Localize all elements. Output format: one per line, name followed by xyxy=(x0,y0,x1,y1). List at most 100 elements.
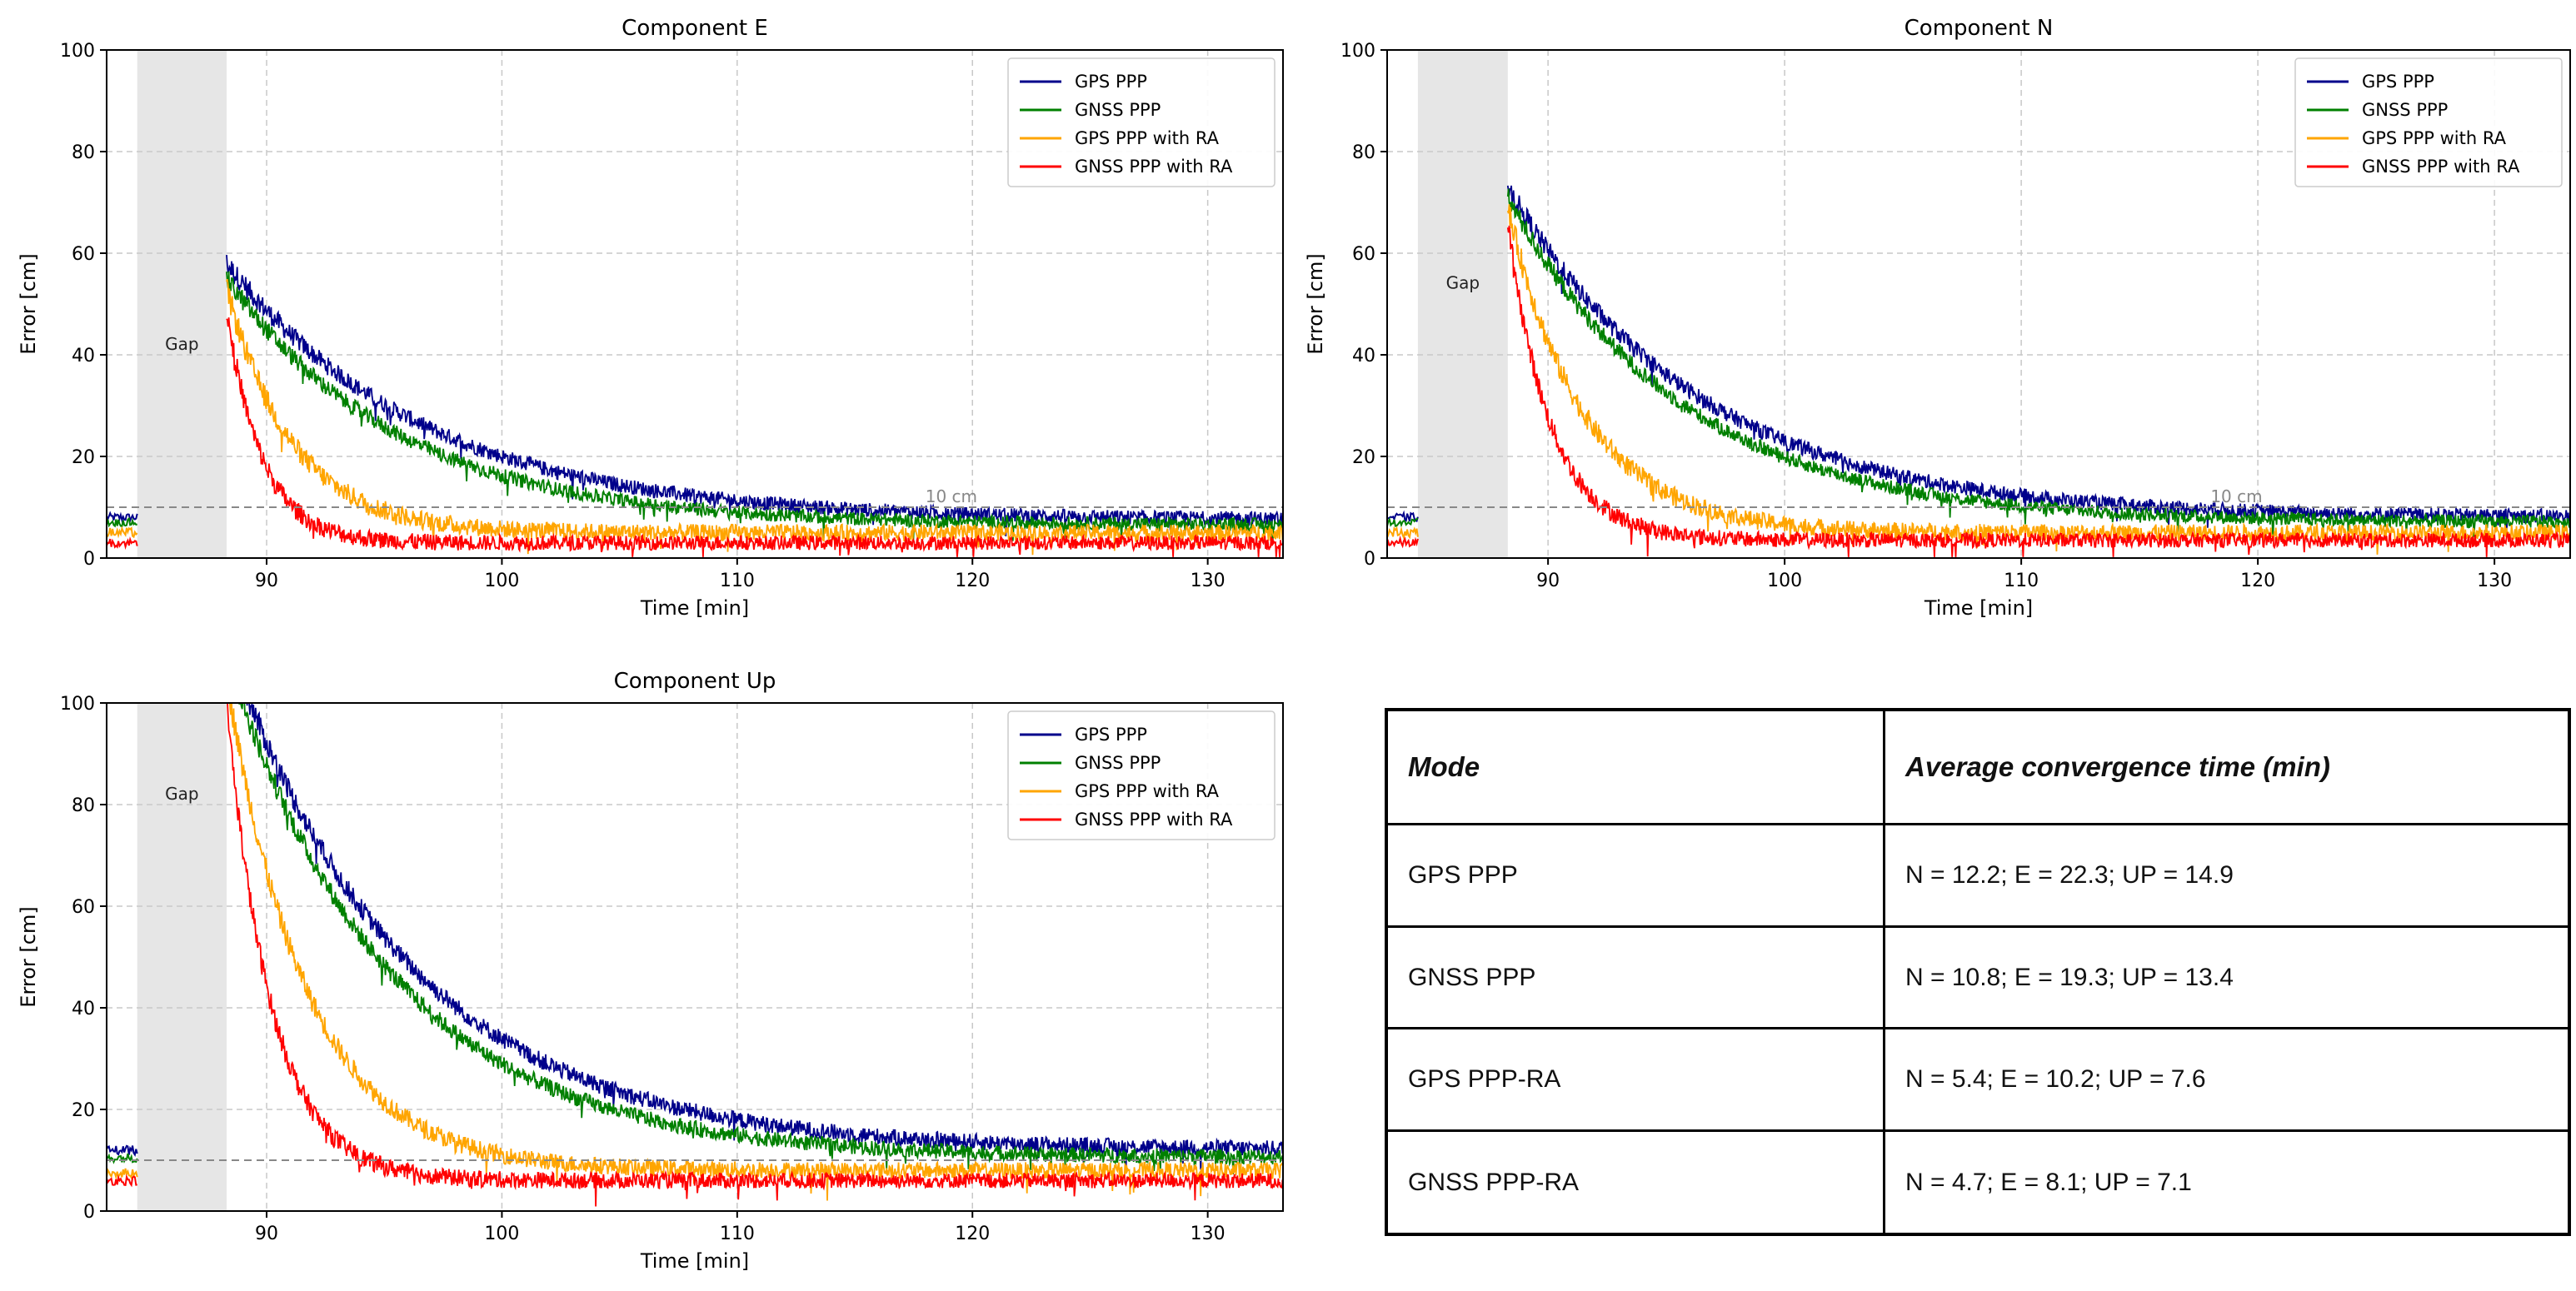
y-tick-label: 20 xyxy=(72,1100,95,1121)
legend-entry: GPS PPP xyxy=(2362,72,2434,92)
legend-box xyxy=(1007,57,1276,187)
x-tick-label: 100 xyxy=(1767,571,1802,591)
convergence-table: Mode Average convergence time (min) GPS … xyxy=(1385,708,2571,1236)
series-group xyxy=(1387,185,2570,557)
series-line-1 xyxy=(1506,188,2570,538)
x-axis-label: Time [min] xyxy=(640,1249,749,1273)
series-group xyxy=(107,703,1283,1207)
series-pre-gap-line xyxy=(1387,526,1419,541)
series-line-3 xyxy=(227,703,1283,1207)
component-up-chart: Gap 90 100 110 120 130 0 20 40 60 80 100 Component U… xyxy=(0,651,1287,1288)
series-pre-gap-line xyxy=(107,1167,138,1181)
chart-svg: 10 cm Gap 90 100 110 120 130 0 20 40 60 80 100 Compon… xyxy=(1304,16,2571,620)
x-tick-label: 130 xyxy=(1191,571,1226,591)
y-tick-label: 60 xyxy=(72,244,95,265)
x-axis-label: Time [min] xyxy=(640,596,749,620)
series-pre-gap-line xyxy=(1387,510,1419,522)
axes-frame xyxy=(106,702,1284,1212)
y-tick-label: 100 xyxy=(1340,41,1375,62)
legend-entry: GPS PPP with RA xyxy=(1075,128,1220,148)
series-pre-gap-line xyxy=(107,536,138,551)
legend-box xyxy=(2294,57,2563,187)
x-tick-label: 110 xyxy=(720,571,755,591)
series-line-2 xyxy=(228,703,1283,1201)
x-axis-label: Time [min] xyxy=(1924,596,2033,620)
convergence-cell: N = 5.4; E = 10.2; UP = 7.6 xyxy=(1883,1027,2571,1133)
y-tick-label: 40 xyxy=(72,346,95,366)
x-tick-label: 100 xyxy=(484,1224,519,1244)
legend-entry: GPS PPP with RA xyxy=(2362,128,2507,148)
x-tick-label: 110 xyxy=(2004,571,2039,591)
series-line-0 xyxy=(1506,185,2570,531)
chart-title: Component E xyxy=(622,16,768,41)
gap-label: Gap xyxy=(165,334,198,354)
y-tick-label: 20 xyxy=(1352,447,1375,468)
column-header-convergence-time: Average convergence time (min) xyxy=(1883,708,2571,826)
legend: GPS PPP GNSS PPP GPS PPP with RA GNSS PPP w… xyxy=(1007,57,1276,187)
y-axis-label: Error [cm] xyxy=(17,253,40,354)
x-tick-label: 90 xyxy=(255,571,278,591)
axes-frame xyxy=(1386,49,2571,559)
series-pre-gap-line xyxy=(107,1144,138,1157)
table-row: GPS PPP-RA N = 5.4; E = 10.2; UP = 7.6 xyxy=(1385,1027,2571,1133)
legend-entry: GPS PPP with RA xyxy=(1075,781,1220,801)
threshold-label: 10 cm xyxy=(2210,486,2262,506)
series-line-0 xyxy=(226,255,1283,536)
chart-title: Component N xyxy=(1905,16,2054,41)
gap-band xyxy=(137,50,227,558)
legend-entry: GPS PPP xyxy=(1075,72,1147,92)
legend-entry: GPS PPP xyxy=(1075,725,1147,745)
x-tick-label: 110 xyxy=(720,1224,755,1244)
legend-entry: GNSS PPP xyxy=(1075,753,1161,773)
series-line-0 xyxy=(246,703,1283,1172)
mode-cell: GNSS PPP-RA xyxy=(1385,1129,1885,1236)
y-tick-label: 60 xyxy=(1352,244,1375,265)
series-line-2 xyxy=(226,278,1283,556)
table-row: GNSS PPP N = 10.8; E = 19.3; UP = 13.4 xyxy=(1385,925,2571,1030)
convergence-cell: N = 4.7; E = 8.1; UP = 7.1 xyxy=(1883,1129,2571,1236)
legend-entry: GNSS PPP xyxy=(1075,100,1161,120)
legend-entry: GNSS PPP with RA xyxy=(1075,810,1233,830)
y-tick-label: 0 xyxy=(83,549,95,570)
convergence-cell: N = 10.8; E = 19.3; UP = 13.4 xyxy=(1883,925,2571,1030)
y-tick-label: 100 xyxy=(60,41,95,62)
series-pre-gap-line xyxy=(1387,535,1419,549)
y-tick-label: 80 xyxy=(72,795,95,816)
series-pre-gap-line xyxy=(107,511,138,524)
gap-band xyxy=(137,703,227,1211)
legend-entry: GNSS PPP with RA xyxy=(2362,157,2520,177)
series-pre-gap-line xyxy=(1387,516,1419,528)
table-header-row: Mode Average convergence time (min) xyxy=(1385,708,2571,826)
series-line-1 xyxy=(226,271,1283,546)
y-tick-label: 20 xyxy=(72,447,95,468)
convergence-cell: N = 12.2; E = 22.3; UP = 14.9 xyxy=(1883,823,2571,928)
gap-label: Gap xyxy=(1446,273,1480,293)
component-e-chart: 10 cm Gap 90 100 110 120 130 0 20 40 60 80 100 Compon… xyxy=(0,0,1287,633)
column-header-mode: Mode xyxy=(1385,708,1885,826)
y-tick-label: 100 xyxy=(60,694,95,715)
x-tick-label: 90 xyxy=(255,1224,278,1244)
x-tick-label: 120 xyxy=(2240,571,2275,591)
legend-entry: GNSS PPP xyxy=(2362,100,2448,120)
y-tick-label: 0 xyxy=(83,1202,95,1223)
x-tick-label: 130 xyxy=(1191,1224,1226,1244)
legend-box xyxy=(1007,710,1276,840)
x-tick-label: 130 xyxy=(2477,571,2512,591)
y-tick-label: 80 xyxy=(72,142,95,163)
legend: GPS PPP GNSS PPP GPS PPP with RA GNSS PPP w… xyxy=(2294,57,2563,187)
y-tick-label: 40 xyxy=(72,999,95,1019)
axes-frame xyxy=(106,49,1284,559)
series-pre-gap-line xyxy=(107,1174,137,1188)
mode-cell: GPS PPP xyxy=(1385,823,1885,928)
table-row: GNSS PPP-RA N = 4.7; E = 8.1; UP = 7.1 xyxy=(1385,1129,2571,1236)
series-line-1 xyxy=(238,703,1283,1175)
x-tick-label: 100 xyxy=(484,571,519,591)
series-pre-gap-line xyxy=(107,526,138,539)
chart-svg: 10 cm Gap 90 100 110 120 130 0 20 40 60 80 100 Compon… xyxy=(17,16,1284,620)
series-line-3 xyxy=(226,317,1283,557)
y-tick-label: 0 xyxy=(1364,549,1375,570)
x-tick-label: 120 xyxy=(955,1224,990,1244)
y-axis-label: Error [cm] xyxy=(1304,253,1327,354)
threshold-label: 10 cm xyxy=(926,486,977,506)
y-tick-label: 80 xyxy=(1352,142,1375,163)
